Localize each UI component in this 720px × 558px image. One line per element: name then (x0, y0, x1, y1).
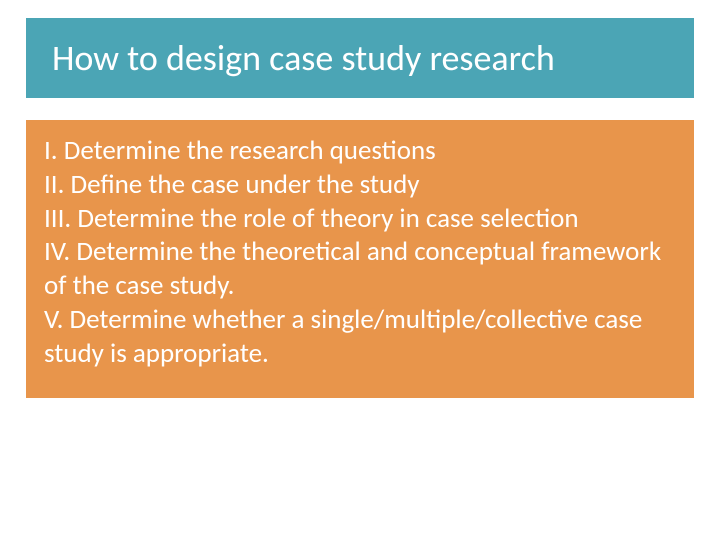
list-item: III. Determine the role of theory in cas… (44, 202, 676, 236)
list-item: I. Determine the research questions (44, 134, 676, 168)
list-item: V. Determine whether a single/multiple/c… (44, 303, 676, 371)
list-item: II. Define the case under the study (44, 168, 676, 202)
list-item: IV. Determine the theoretical and concep… (44, 235, 676, 303)
slide-content: I. Determine the research questions II. … (26, 120, 694, 398)
slide-title: How to design case study research (26, 18, 694, 98)
